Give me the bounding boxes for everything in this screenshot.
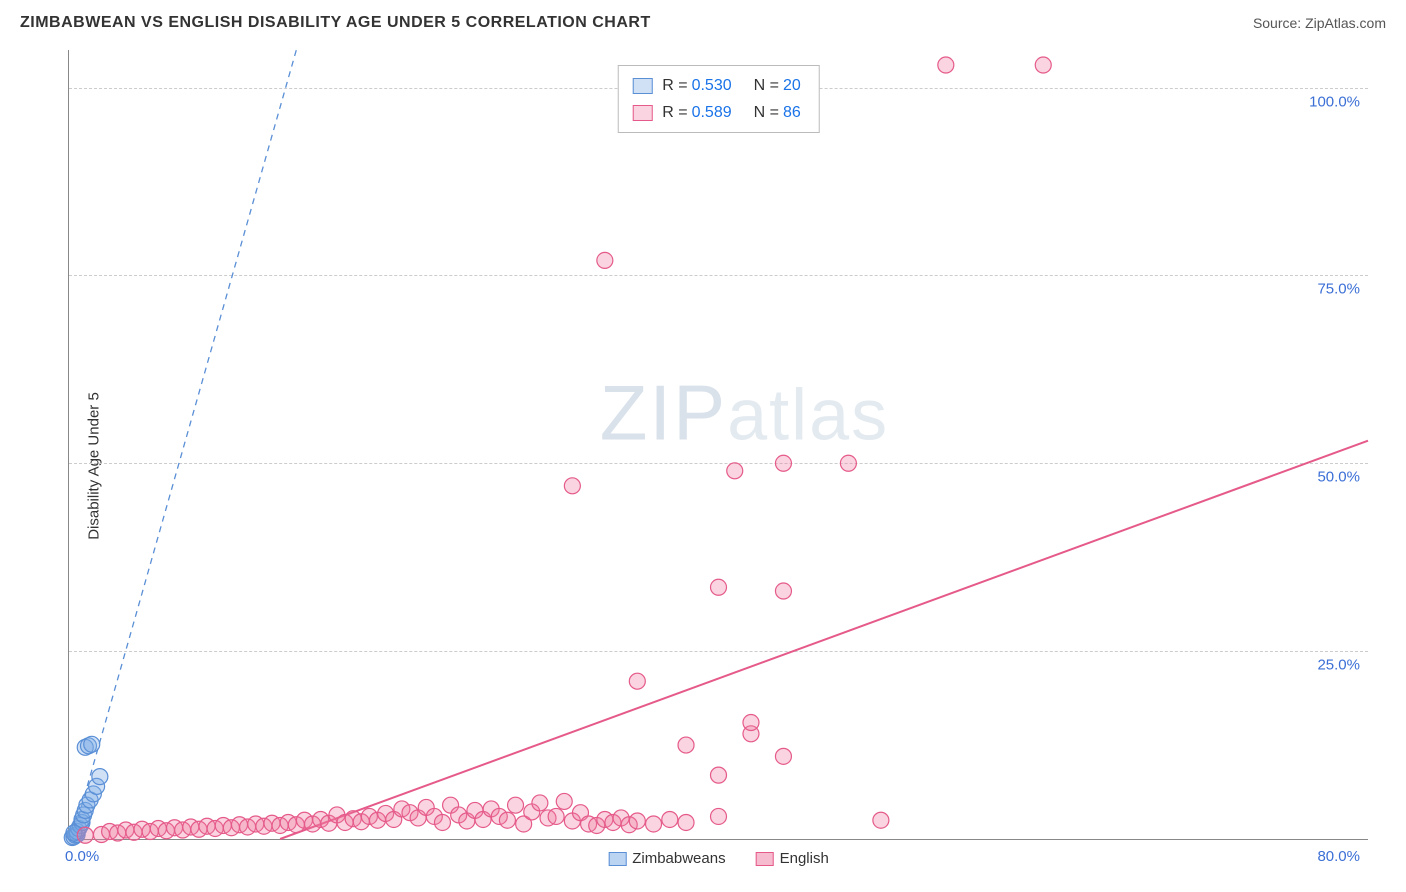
data-point <box>678 737 694 753</box>
legend-label: Zimbabweans <box>632 850 725 867</box>
data-point <box>711 808 727 824</box>
legend-swatch <box>632 105 652 121</box>
stat-n-label: N = <box>754 99 779 126</box>
stat-n-value: 86 <box>783 99 801 126</box>
bottom-legend-item: English <box>756 850 829 867</box>
bottom-legend-item: Zimbabweans <box>608 850 725 867</box>
data-point <box>938 57 954 73</box>
data-point <box>532 795 548 811</box>
data-point <box>92 769 108 785</box>
stat-r-label: R = <box>662 99 687 126</box>
data-point <box>508 797 524 813</box>
data-point <box>775 455 791 471</box>
data-point <box>646 816 662 832</box>
plot-area: ZIPatlas 25.0%50.0%75.0%100.0% R = 0.530… <box>68 50 1368 840</box>
data-point <box>662 811 678 827</box>
x-max-tick: 80.0% <box>1317 848 1360 865</box>
legend-swatch <box>756 852 774 866</box>
data-point <box>499 812 515 828</box>
page-title: ZIMBABWEAN VS ENGLISH DISABILITY AGE UND… <box>20 14 651 32</box>
legend-swatch <box>608 852 626 866</box>
bottom-legend: Zimbabweans English <box>608 850 829 867</box>
data-point <box>743 715 759 731</box>
data-point <box>597 252 613 268</box>
stats-row: R = 0.589 N = 86 <box>632 99 805 126</box>
data-point <box>1035 57 1051 73</box>
data-point <box>711 579 727 595</box>
data-point <box>711 767 727 783</box>
data-point <box>775 748 791 764</box>
legend-label: English <box>780 850 829 867</box>
stats-row: R = 0.530 N = 20 <box>632 72 805 99</box>
data-point <box>434 814 450 830</box>
stat-r-value: 0.530 <box>692 72 732 99</box>
data-point <box>727 463 743 479</box>
stat-n-label: N = <box>754 72 779 99</box>
data-point <box>840 455 856 471</box>
legend-swatch <box>632 78 652 94</box>
data-point <box>84 736 100 752</box>
data-point <box>629 813 645 829</box>
data-point <box>629 673 645 689</box>
stats-legend-box: R = 0.530 N = 20 R = 0.589 N = 86 <box>617 65 820 133</box>
data-point <box>556 793 572 809</box>
source-attribution: Source: ZipAtlas.com <box>1253 15 1386 31</box>
trend-line <box>280 441 1368 839</box>
data-point <box>775 583 791 599</box>
data-point <box>77 827 93 843</box>
x-origin-tick: 0.0% <box>65 848 99 865</box>
data-point <box>873 812 889 828</box>
scatter-svg <box>69 50 1368 839</box>
trend-line <box>72 50 296 839</box>
stat-r-label: R = <box>662 72 687 99</box>
data-point <box>548 808 564 824</box>
stat-r-value: 0.589 <box>692 99 732 126</box>
data-point <box>564 478 580 494</box>
data-point <box>678 814 694 830</box>
chart-container: Disability Age Under 5 ZIPatlas 25.0%50.… <box>20 40 1386 892</box>
stat-n-value: 20 <box>783 72 801 99</box>
